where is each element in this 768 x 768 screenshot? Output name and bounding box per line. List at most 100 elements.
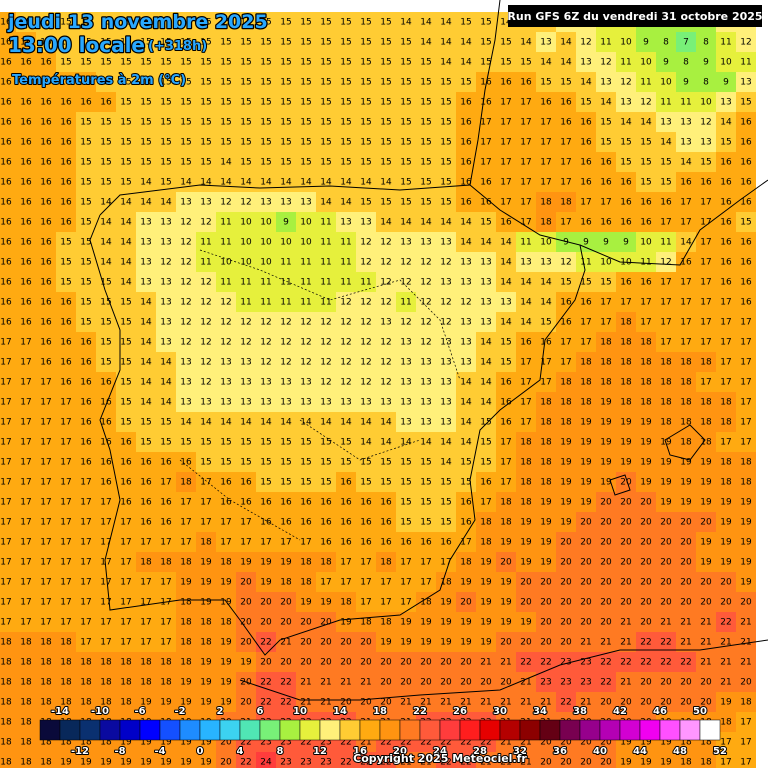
temperature-cell: [316, 172, 336, 192]
temperature-cell: [336, 152, 356, 172]
temperature-value: 17: [80, 638, 91, 648]
temperature-value: 19: [540, 498, 552, 508]
temperature-value: 13: [480, 298, 491, 308]
temperature-cell: [356, 212, 376, 232]
temperature-value: 16: [40, 218, 52, 228]
temperature-value: 13: [240, 358, 251, 368]
temperature-value: 22: [260, 678, 271, 688]
temperature-cell: [16, 12, 36, 32]
temperature-value: 17: [740, 378, 751, 388]
temperature-cell: [216, 432, 236, 452]
temperature-cell: [256, 172, 276, 192]
temperature-cell: [196, 292, 216, 312]
temperature-cell: [576, 72, 596, 92]
temperature-value: 13: [300, 398, 311, 408]
temperature-value: 15: [560, 278, 571, 288]
temperature-cell: [676, 392, 696, 412]
temperature-value: 10: [240, 258, 252, 268]
temperature-value: 15: [340, 118, 351, 128]
temperature-value: 16: [380, 518, 392, 528]
temperature-value: 15: [540, 318, 551, 328]
legend-label-top: 38: [573, 706, 587, 717]
temperature-value: 16: [80, 98, 92, 108]
temperature-value: 18: [620, 398, 632, 408]
temperature-value: 16: [640, 278, 652, 288]
temperature-cell: [376, 292, 396, 312]
temperature-value: 18: [500, 518, 512, 528]
temperature-cell: [0, 452, 16, 472]
temperature-value: 15: [80, 198, 91, 208]
temperature-value: 19: [600, 478, 612, 488]
temperature-value: 22: [680, 658, 691, 668]
temperature-cell: [176, 392, 196, 412]
temperature-value: 16: [740, 118, 752, 128]
temperature-value: 11: [340, 238, 351, 248]
temperature-cell: [136, 132, 156, 152]
temperature-cell: [316, 152, 336, 172]
temperature-value: 18: [540, 418, 552, 428]
temperature-value: 20: [700, 598, 712, 608]
temperature-cell: [236, 12, 256, 32]
temperature-cell: [96, 472, 116, 492]
temperature-value: 17: [500, 98, 511, 108]
temperature-cell: [16, 132, 36, 152]
temperature-value: 15: [420, 478, 431, 488]
temperature-cell: [716, 392, 736, 412]
temperature-value: 15: [420, 498, 431, 508]
temperature-value: 17: [700, 318, 711, 328]
temperature-cell: [736, 232, 756, 252]
temperature-value: 16: [40, 58, 52, 68]
temperature-value: 17: [460, 538, 471, 548]
temperature-value: 13: [280, 398, 291, 408]
temperature-value: 11: [400, 298, 411, 308]
temperature-cell: [416, 72, 436, 92]
temperature-cell: [116, 52, 136, 72]
temperature-value: 14: [580, 78, 592, 88]
temperature-cell: [676, 332, 696, 352]
temperature-cell: [456, 232, 476, 252]
temperature-cell: [256, 72, 276, 92]
temperature-cell: [356, 252, 376, 272]
temperature-value: 16: [60, 338, 72, 348]
temperature-value: 10: [260, 258, 272, 268]
temperature-cell: [116, 272, 136, 292]
temperature-value: 15: [240, 438, 251, 448]
temperature-value: 16: [40, 258, 52, 268]
temperature-value: 16: [740, 178, 752, 188]
temperature-value: 12: [200, 358, 211, 368]
temperature-value: 15: [240, 58, 251, 68]
temperature-cell: [76, 92, 96, 112]
legend-label-top: 26: [453, 706, 467, 717]
temperature-value: 14: [320, 418, 332, 428]
temperature-value: 15: [340, 438, 351, 448]
temperature-value: 17: [0, 458, 11, 468]
temperature-value: 15: [500, 358, 511, 368]
temperature-cell: [716, 132, 736, 152]
temperature-cell: [56, 72, 76, 92]
temperature-cell: [276, 412, 296, 432]
temperature-cell: [576, 32, 596, 52]
temperature-cell: [536, 312, 556, 332]
temperature-value: 14: [140, 318, 152, 328]
temperature-cell: [376, 172, 396, 192]
temperature-value: 14: [200, 418, 212, 428]
temperature-value: 12: [220, 198, 231, 208]
temperature-cell: [376, 92, 396, 112]
temperature-cell: [416, 232, 436, 252]
temperature-value: 18: [680, 758, 692, 768]
legend-box: [119, 719, 141, 741]
temperature-cell: [236, 272, 256, 292]
temperature-cell: [156, 312, 176, 332]
temperature-cell: [736, 132, 756, 152]
temperature-value: 14: [720, 118, 732, 128]
temperature-value: 13: [400, 378, 411, 388]
temperature-value: 15: [480, 38, 491, 48]
temperature-cell: [0, 212, 16, 232]
temperature-cell: [16, 152, 36, 172]
temperature-value: 17: [700, 378, 711, 388]
temperature-value: 19: [100, 758, 112, 768]
temperature-value: 12: [200, 278, 211, 288]
temperature-value: 16: [40, 98, 52, 108]
temperature-cell: [76, 32, 96, 52]
temperature-value: 15: [280, 38, 291, 48]
